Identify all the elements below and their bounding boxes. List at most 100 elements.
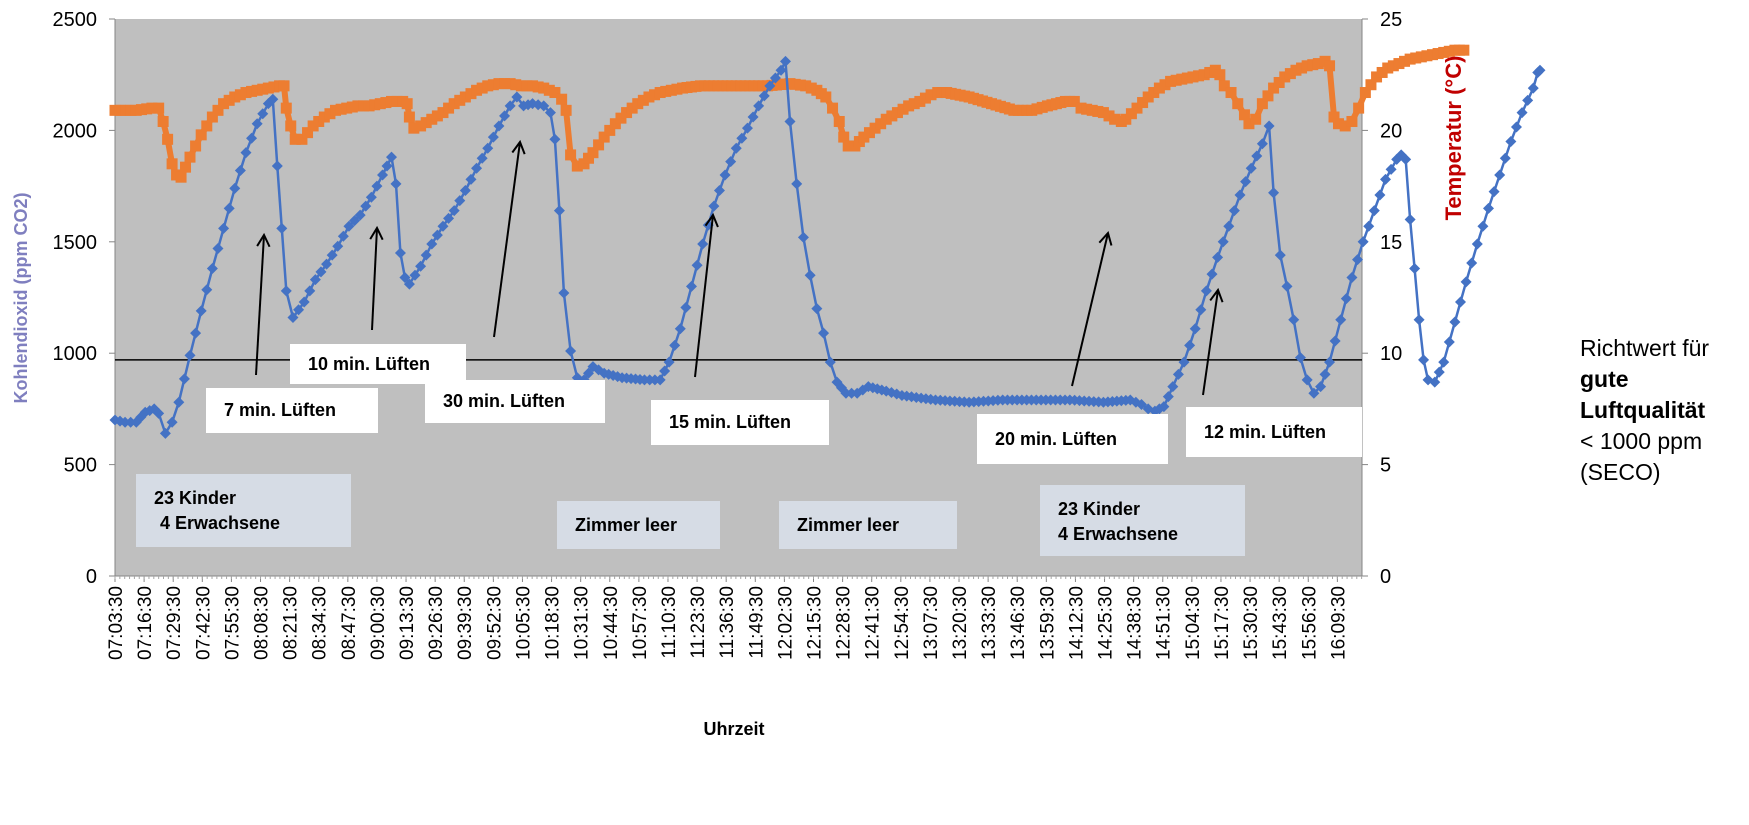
temperature-point <box>302 127 314 139</box>
co2-point <box>1527 82 1539 94</box>
temperature-point <box>621 107 633 119</box>
co2-point <box>1135 398 1147 410</box>
co2-point <box>553 205 565 217</box>
temperature-point <box>162 133 174 145</box>
temperature-point <box>1421 50 1433 62</box>
co2-point <box>212 242 224 254</box>
temperature-point <box>358 100 370 112</box>
x-tick-label: 07:42:30 <box>193 586 214 660</box>
temperature-point <box>146 102 158 114</box>
temperature-point <box>201 120 213 132</box>
co2-point <box>659 365 671 377</box>
co2-point <box>1195 304 1207 316</box>
co2-point <box>1158 401 1170 413</box>
x-tick-label: 08:47:30 <box>339 586 360 660</box>
temperature-point <box>858 131 870 143</box>
temperature-point <box>443 102 455 114</box>
temperature-point <box>1243 118 1255 130</box>
co2-point <box>1340 293 1352 305</box>
co2-point <box>1245 162 1257 174</box>
co2-point <box>769 72 781 84</box>
co2-point <box>454 195 466 207</box>
x-tick-label: 13:07:30 <box>921 586 942 660</box>
occupancy-line1: Zimmer leer <box>797 514 900 535</box>
y-right-tick-label: 20 <box>1380 120 1402 142</box>
co2-point <box>326 249 338 261</box>
temperature-point <box>609 118 621 130</box>
co2-point <box>1499 152 1511 164</box>
co2-point <box>1251 150 1263 162</box>
temperature-point <box>1148 87 1160 99</box>
temperature-point <box>903 100 915 112</box>
temperature-point <box>420 117 432 129</box>
temperature-point <box>153 102 165 114</box>
x-tick-label: 12:28:30 <box>834 586 855 660</box>
annotation-label: 15 min. Lüften <box>669 412 792 432</box>
temperature-point <box>925 89 937 101</box>
temperature-point <box>385 95 397 107</box>
y-right-tick-label: 10 <box>1380 343 1402 365</box>
annotation-arrow <box>255 234 265 376</box>
x-tick-label: 10:44:30 <box>601 586 622 660</box>
temperature-point <box>1232 98 1244 110</box>
temperature-point <box>1387 60 1399 72</box>
co2-point <box>669 339 681 351</box>
temperature-point <box>1393 58 1405 70</box>
co2-point <box>1162 391 1174 403</box>
x-tick-label: 11:10:30 <box>659 586 680 659</box>
co2-point <box>159 427 171 439</box>
temperature-point <box>800 80 812 92</box>
co2-point <box>804 269 816 281</box>
x-tick-label: 13:59:30 <box>1037 586 1058 660</box>
temperature-point <box>313 115 325 127</box>
co2-point <box>558 287 570 299</box>
occupancy-box: Zimmer leer <box>779 501 957 549</box>
co2-point <box>332 240 344 252</box>
temperature-point <box>454 94 466 106</box>
reference-note-line5: (SECO) <box>1580 459 1661 485</box>
co2-point <box>409 269 421 281</box>
co2-point <box>499 110 511 122</box>
co2-point <box>119 416 131 428</box>
temperature-point <box>1198 69 1210 81</box>
temperature-point <box>380 97 392 109</box>
series-kohlendioxid <box>109 55 1546 439</box>
temperature-point <box>493 78 505 90</box>
occupancy-line1: 23 Kinder <box>154 488 237 508</box>
reference-note-line1: Richtwert für <box>1580 335 1710 361</box>
temperature-point <box>820 91 832 103</box>
co2-point <box>1189 323 1201 335</box>
co2-point <box>257 108 269 120</box>
co2-point <box>1329 335 1341 347</box>
co2-point <box>1223 220 1235 232</box>
co2-point <box>1477 220 1489 232</box>
x-tick-label: 14:51:30 <box>1154 586 1175 660</box>
temperature-point <box>842 140 854 152</box>
co2-point <box>377 169 389 181</box>
temperature-point <box>1415 51 1427 63</box>
temperature-point <box>643 91 655 103</box>
temperature-point <box>1301 60 1313 72</box>
temperature-point <box>415 120 427 132</box>
x-tick-label: 12:15:30 <box>804 586 825 660</box>
temperature-point <box>476 82 488 94</box>
co2-point <box>741 122 753 134</box>
temperature-point <box>1438 46 1450 58</box>
co2-point <box>697 238 709 250</box>
temperature-point <box>1262 90 1274 102</box>
co2-point <box>565 345 577 357</box>
x-tick-label: 09:13:30 <box>397 586 418 660</box>
co2-point <box>1404 214 1416 226</box>
occupancy-box: 23 Kinder 4 Erwachsene <box>1040 485 1245 556</box>
temperature-point <box>1193 70 1205 82</box>
co2-point <box>315 266 327 278</box>
temperature-point <box>251 84 263 96</box>
temperature-point <box>1081 103 1093 115</box>
annotation-label: 7 min. Lüften <box>224 400 336 420</box>
temperature-point <box>504 78 516 90</box>
reference-note: Richtwert für gute Luftqualität < 1000 p… <box>1580 333 1709 488</box>
temperature-point <box>471 84 483 96</box>
co2-point <box>415 260 427 272</box>
occupancy-line2: 4 Erwachsene <box>160 513 281 533</box>
co2-point <box>1510 121 1522 133</box>
